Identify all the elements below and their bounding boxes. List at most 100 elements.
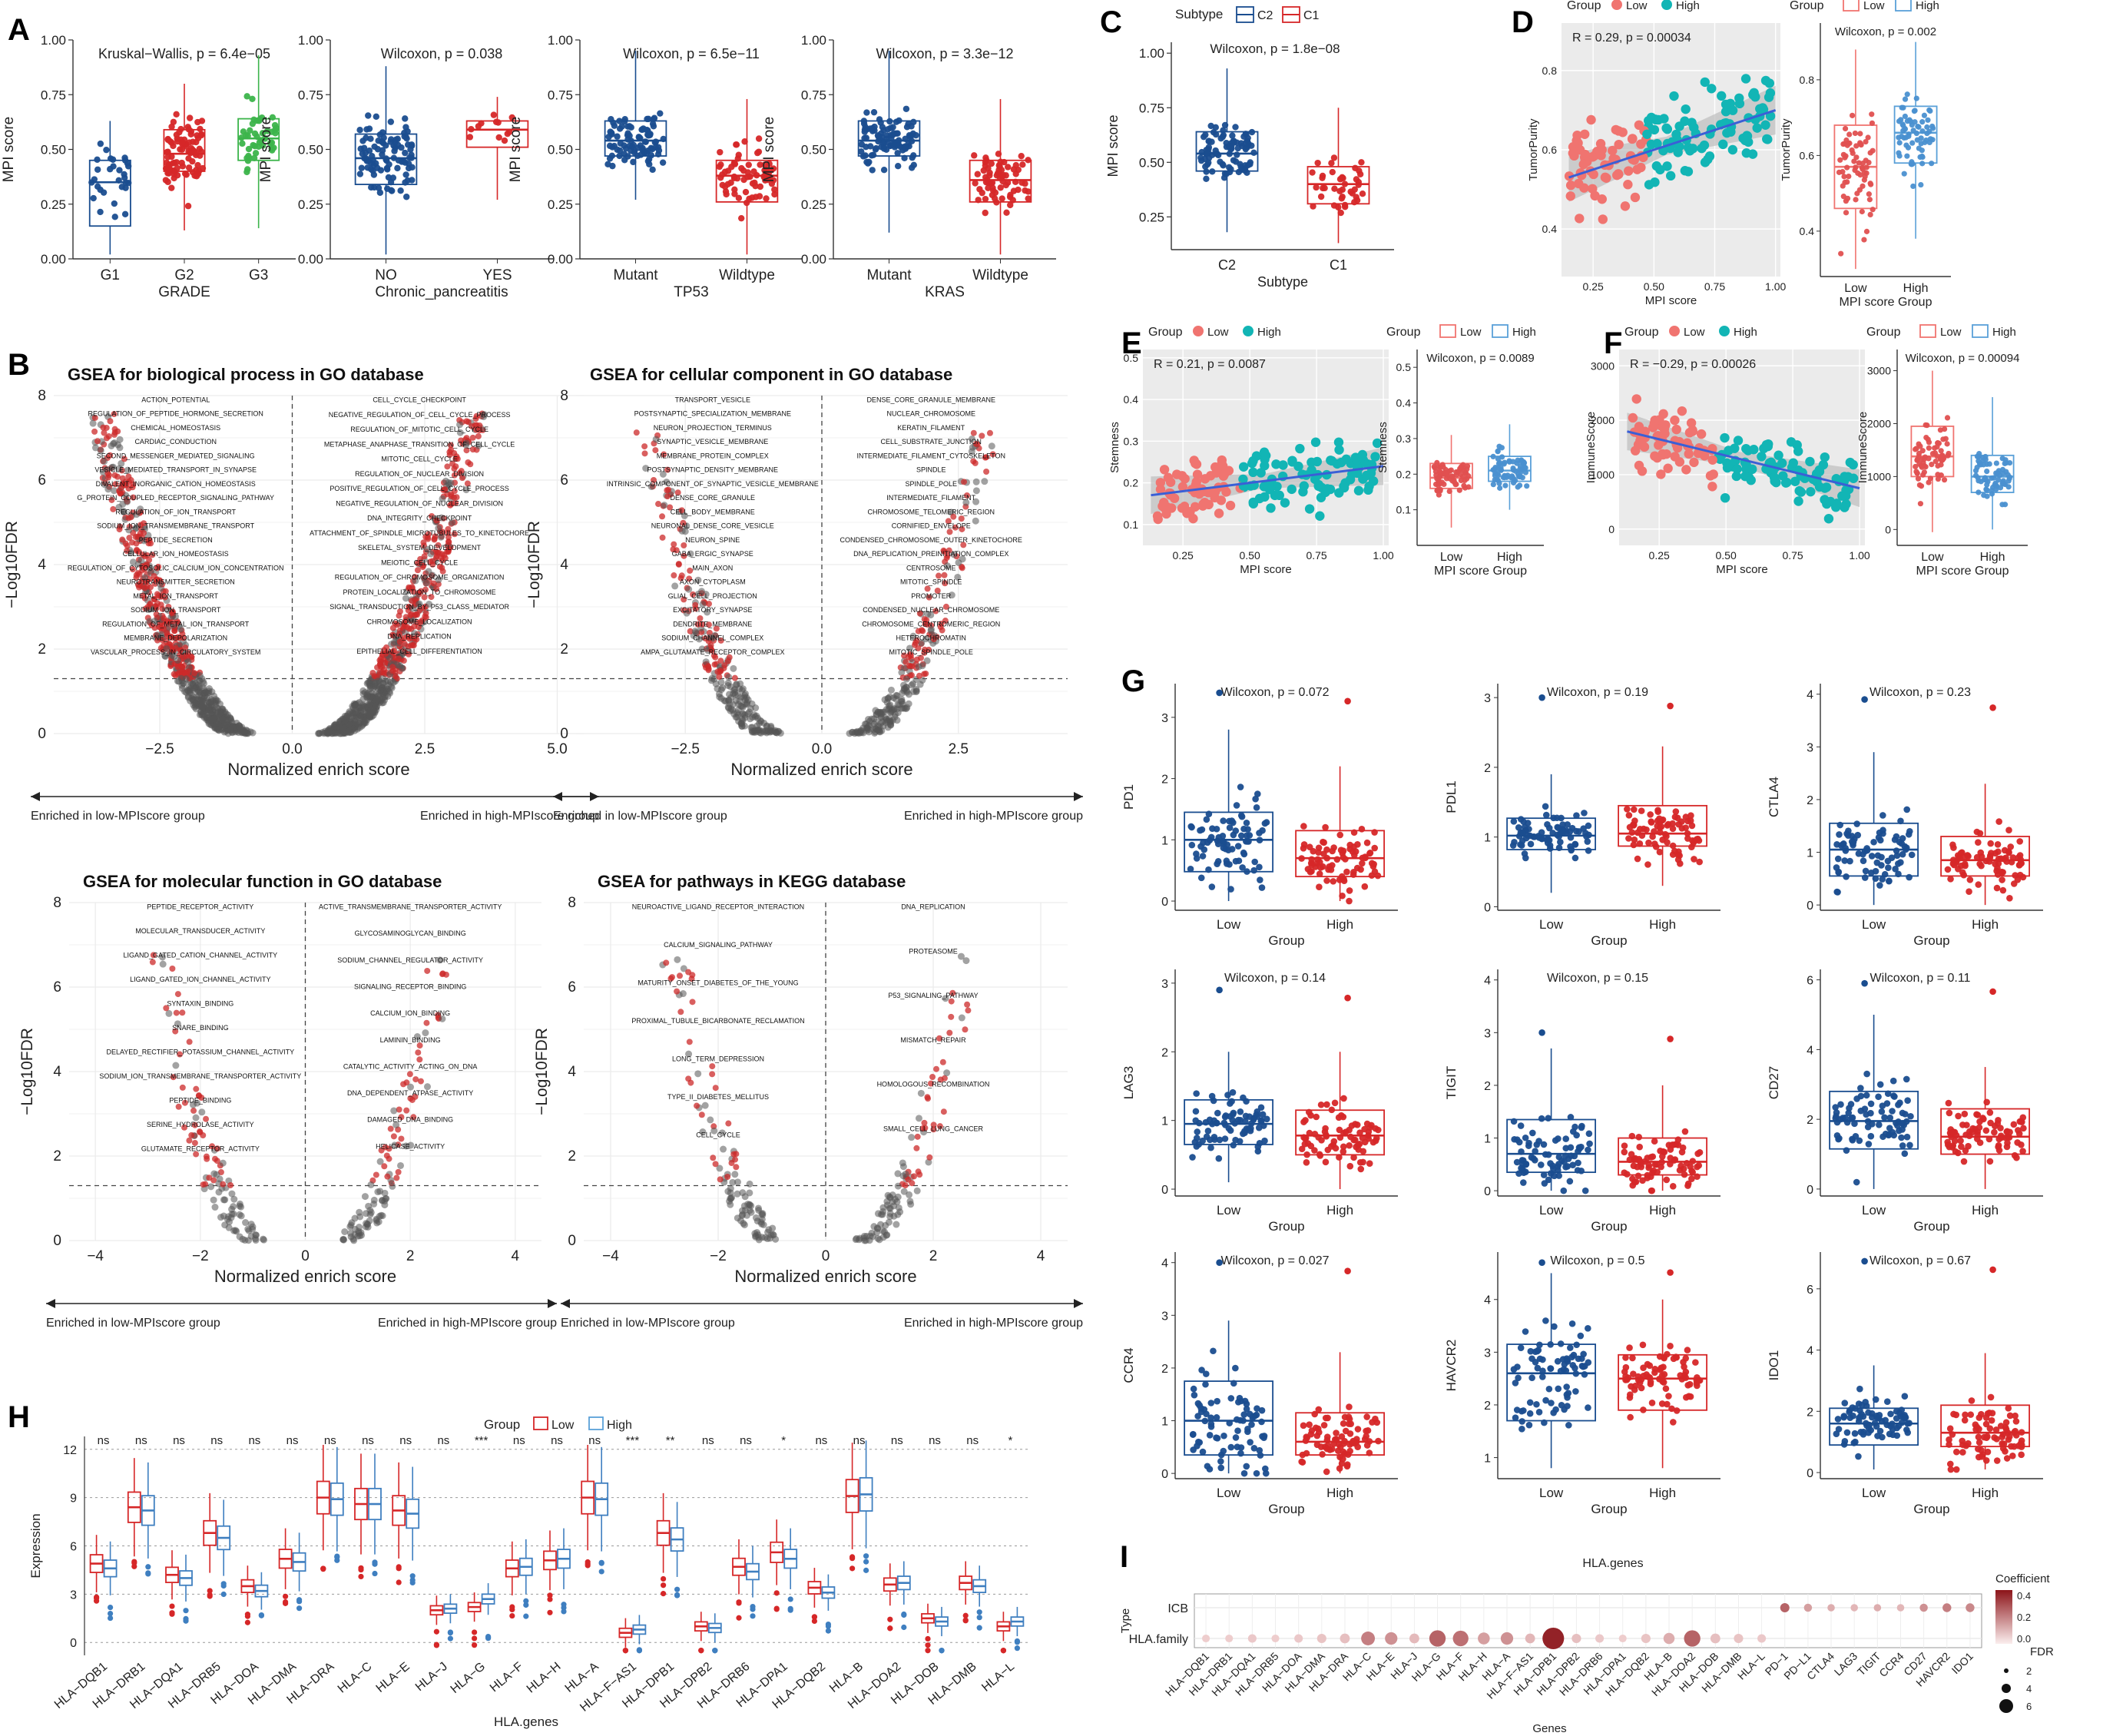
legend-label: Low [1626,0,1648,12]
scatter-point [1624,166,1634,176]
gsea-point [717,668,724,674]
point-G3 [247,127,253,134]
scatter-point [1696,429,1707,439]
point-G2 [184,203,192,210]
gsea-point [707,1116,714,1124]
gene-set-label: REGULATION_OF_CHROMOSOME_ORGANIZATION [335,574,505,581]
gsea-point [940,1108,947,1115]
point-High [1371,829,1378,836]
point-G2 [165,161,173,168]
point-NO [408,141,416,148]
point-Low [1258,884,1266,891]
point-High [1981,492,1987,499]
point-G3 [242,131,250,139]
point-YES [475,123,482,130]
scatter-point [1332,459,1343,469]
y-tick-label: 3 [1807,741,1813,754]
point-Wildtype [1025,195,1032,202]
point-Wildtype [1012,178,1019,186]
gsea-point [111,431,118,438]
point-Low [1863,157,1869,164]
x-axis-title: MPI score [1645,294,1697,307]
gsea-point [415,1049,422,1056]
y-tick-label: 3000 [1867,365,1891,377]
point-High [1672,808,1680,815]
gene-set-label: PEPTIDE_BINDING [169,1097,231,1105]
scatter-point [1793,496,1803,506]
point-Low [1253,804,1260,811]
point-NO [395,157,402,164]
gene-set-label: MEIOTIC_CELL_CYCLE [381,558,458,566]
point-Mutant [876,116,883,123]
legend-key [1919,324,1936,338]
point-High [1368,872,1376,880]
point-Low [1840,183,1846,189]
point-Low [1256,830,1263,837]
point-G1 [125,179,132,187]
gene-set-label: CHROMOSOME_LOCALIZATION [367,618,472,625]
panel-letter-H: H [8,1400,30,1434]
gsea-point [179,1009,186,1016]
gsea-point [674,988,681,995]
point-High [1359,860,1366,867]
scatter-point [1734,93,1744,103]
point-Low [1927,475,1933,482]
point-High [1674,856,1682,863]
legend-title: Subtype [1175,7,1223,22]
gene-set-label: GLYCOSAMINOGLYCAN_BINDING [355,929,466,937]
y-tick-label: 0 [560,726,568,742]
point-Low [1434,488,1440,494]
correlation-annotation: R = 0.21, p = 0.0087 [1154,358,1266,371]
point-G2 [164,135,171,143]
x-axis-title: GRADE [158,284,210,300]
gsea-point [894,1211,902,1218]
point-Mutant [863,109,870,116]
gsea-point [169,966,176,972]
point-Low [1879,827,1886,834]
gsea-point [200,1181,207,1188]
point-C1 [1351,198,1358,206]
scatter-point [1182,509,1192,518]
point-Low [1844,164,1850,171]
gsea-point [865,726,873,734]
y-tick-label: 0.1 [1396,504,1412,516]
x-tick-label: 4 [1037,1248,1045,1264]
point-High [1374,872,1382,880]
y-tick-label: 0.75 [41,88,66,102]
gsea-point [730,687,737,694]
point-Low [1870,207,1876,213]
point-NO [359,150,366,157]
point-Wildtype [757,183,764,190]
gsea-point [386,1155,392,1162]
gsea-point [933,1065,940,1072]
point-Low [1920,472,1926,478]
point-Low [1916,482,1923,489]
point-Wildtype [741,138,748,145]
point-Wildtype [983,157,990,164]
point-High [1975,475,1981,481]
scatter-point [1727,144,1738,155]
scatter-point [1159,497,1169,508]
y-axis-title: MPI score [508,117,524,183]
scatter-point [1681,104,1691,114]
gsea-point [958,515,965,522]
gene-set-label: SODIUM_ION_TRANSMEMBRANE_TRANSPORTER_ACT… [99,1072,301,1080]
point-G2 [197,125,204,133]
point-Wildtype [740,176,747,184]
point-Low [1509,842,1517,849]
point-High [1336,831,1344,839]
y-tick-label: 0.8 [1542,65,1558,77]
point-Low [1252,795,1259,803]
y-tick-label: 1 [1484,832,1491,845]
y-tick-label: 0.4 [1396,397,1412,409]
point-G1 [97,140,104,147]
point-High [1306,843,1313,851]
scatter-point [1793,446,1803,456]
gsea-point [390,1107,398,1115]
point-Mutant [906,132,913,139]
y-tick-label: 0.6 [1542,144,1558,156]
point-Low [1870,147,1876,154]
point-G1 [111,200,118,207]
scatter-point [1683,167,1694,177]
point-C2 [1203,168,1210,175]
